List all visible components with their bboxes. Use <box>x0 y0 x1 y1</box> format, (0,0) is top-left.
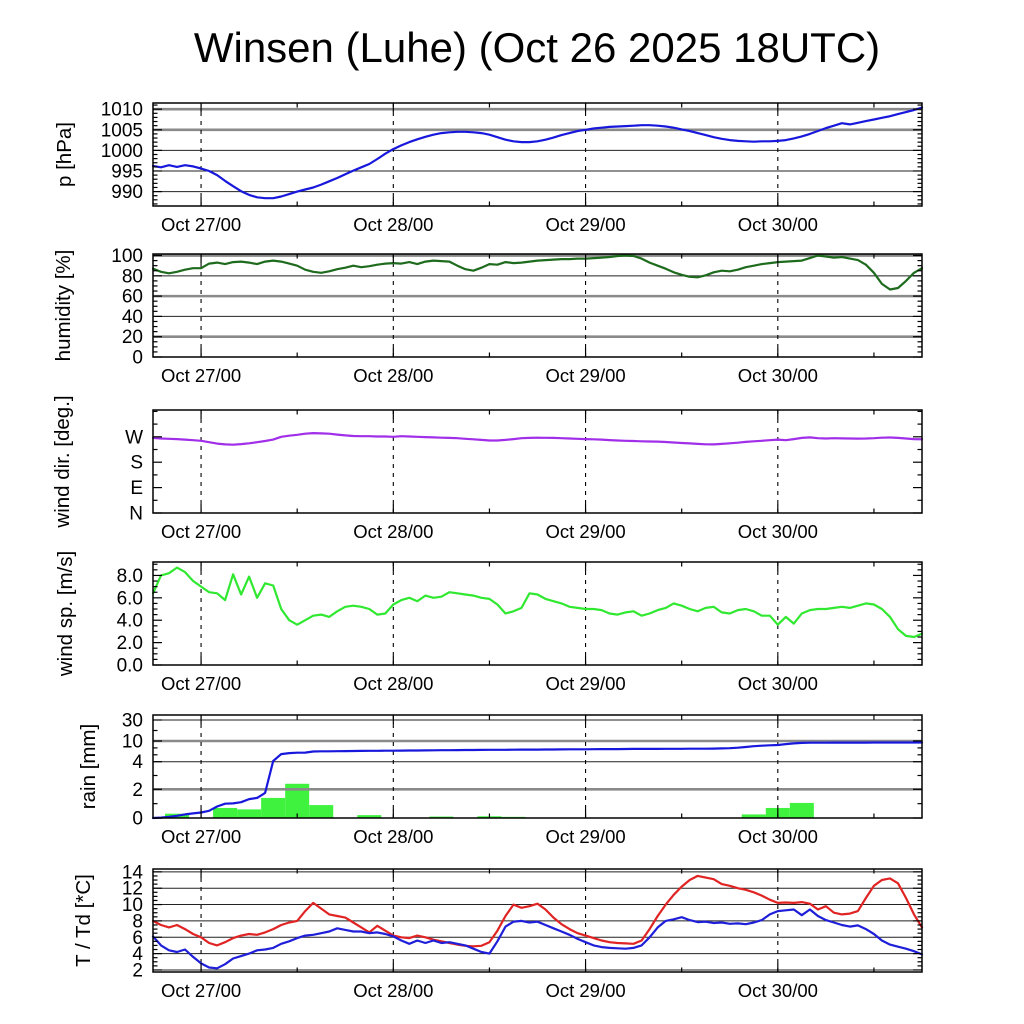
x-tick-label: Oct 29/00 <box>545 365 625 386</box>
y-tick-label: 2 <box>132 780 143 801</box>
y-tick-label: E <box>130 478 143 499</box>
rain-bar <box>237 809 262 818</box>
wind-direction-line <box>151 432 924 446</box>
y-tick-label: 8.0 <box>117 566 143 587</box>
y-tick-label: 2 <box>132 960 143 981</box>
x-tick-label: Oct 28/00 <box>353 826 433 847</box>
y-tick-label: 0 <box>132 809 143 830</box>
x-tick-label: Oct 29/00 <box>545 673 625 694</box>
y-tick-label: W <box>125 427 143 448</box>
humidity-line <box>151 254 924 291</box>
panel-wind-speed: 0.02.04.06.08.0 wind sp. [m/s] Oct 27/00 Oc… <box>54 551 924 694</box>
y-tick-label: 1010 <box>101 100 143 121</box>
temperature-line <box>151 874 924 948</box>
y-tick-label: 1000 <box>101 141 143 162</box>
y-tick-label: 4 <box>132 752 143 773</box>
rain-bar <box>357 815 382 818</box>
x-tick-label: Oct 27/00 <box>161 980 241 1001</box>
x-tick-label: Oct 28/00 <box>353 214 433 235</box>
panel-frame <box>152 253 923 358</box>
x-tick-label: Oct 30/00 <box>738 521 818 542</box>
y-tick-label: 8 <box>132 911 143 932</box>
y-axis-title: wind dir. [deg.] <box>51 395 74 528</box>
x-tick-label: Oct 28/00 <box>353 521 433 542</box>
y-tick-label: 6 <box>132 928 143 949</box>
panel-frame <box>152 102 923 207</box>
y-tick-label: 60 <box>122 287 143 308</box>
y-tick-label: 30 <box>122 710 143 731</box>
y-tick-label: 20 <box>122 327 143 348</box>
rain-accumulated-line <box>151 741 924 820</box>
y-axis-title: rain [mm] <box>77 724 100 809</box>
y-axis-title: p [hPa] <box>53 122 76 187</box>
x-tick-label: Oct 30/00 <box>738 214 818 235</box>
y-tick-label: 4 <box>132 944 143 965</box>
y-axis-title: wind sp. [m/s] <box>54 551 77 677</box>
dewpoint-line <box>151 908 924 970</box>
rain-bar <box>741 814 766 818</box>
x-tick-label: Oct 28/00 <box>353 673 433 694</box>
x-tick-label: Oct 28/00 <box>353 980 433 1001</box>
x-tick-label: Oct 30/00 <box>738 980 818 1001</box>
y-tick-label: S <box>130 453 143 474</box>
y-tick-label: N <box>129 504 143 525</box>
y-tick-label: 990 <box>111 182 143 203</box>
rain-bar <box>309 805 334 818</box>
x-tick-label: Oct 28/00 <box>353 365 433 386</box>
x-tick-label: Oct 29/00 <box>545 521 625 542</box>
rain-bar <box>789 802 814 818</box>
y-axis-title: humidity [%] <box>52 250 75 362</box>
y-tick-label: 4.0 <box>117 611 143 632</box>
x-tick-label: Oct 30/00 <box>738 826 818 847</box>
panel-frame <box>152 561 923 666</box>
y-tick-label: 100 <box>111 246 143 267</box>
y-tick-label: 10 <box>122 895 143 916</box>
chart-title: Winsen (Luhe) (Oct 26 2025 18UTC) <box>193 24 881 71</box>
y-tick-label: 14 <box>122 862 144 883</box>
pressure-line <box>151 106 924 200</box>
panel-frame <box>152 714 923 819</box>
y-tick-label: 0.0 <box>117 656 143 677</box>
y-axis-title: T / Td [*C] <box>72 874 95 967</box>
x-tick-label: Oct 27/00 <box>161 214 241 235</box>
x-tick-label: Oct 27/00 <box>161 365 241 386</box>
rain-bar <box>261 797 286 818</box>
x-tick-label: Oct 29/00 <box>545 980 625 1001</box>
x-tick-label: Oct 27/00 <box>161 673 241 694</box>
y-tick-label: 80 <box>122 266 143 287</box>
rain-bar <box>213 807 238 818</box>
x-tick-label: Oct 27/00 <box>161 521 241 542</box>
y-tick-label: 10 <box>122 731 143 752</box>
x-tick-label: Oct 30/00 <box>738 673 818 694</box>
x-tick-label: Oct 29/00 <box>545 214 625 235</box>
y-tick-label: 40 <box>122 307 143 328</box>
y-tick-label: 0 <box>132 348 143 369</box>
y-tick-label: 2.0 <box>117 633 143 654</box>
panel-frame <box>152 409 923 514</box>
y-tick-label: 1005 <box>101 120 143 141</box>
y-tick-label: 12 <box>122 879 143 900</box>
y-tick-label: 995 <box>111 161 143 182</box>
wind-speed-line <box>151 566 924 639</box>
x-tick-label: Oct 29/00 <box>545 826 625 847</box>
y-tick-label: 6.0 <box>117 588 143 609</box>
x-tick-label: Oct 27/00 <box>161 826 241 847</box>
x-tick-label: Oct 30/00 <box>738 365 818 386</box>
